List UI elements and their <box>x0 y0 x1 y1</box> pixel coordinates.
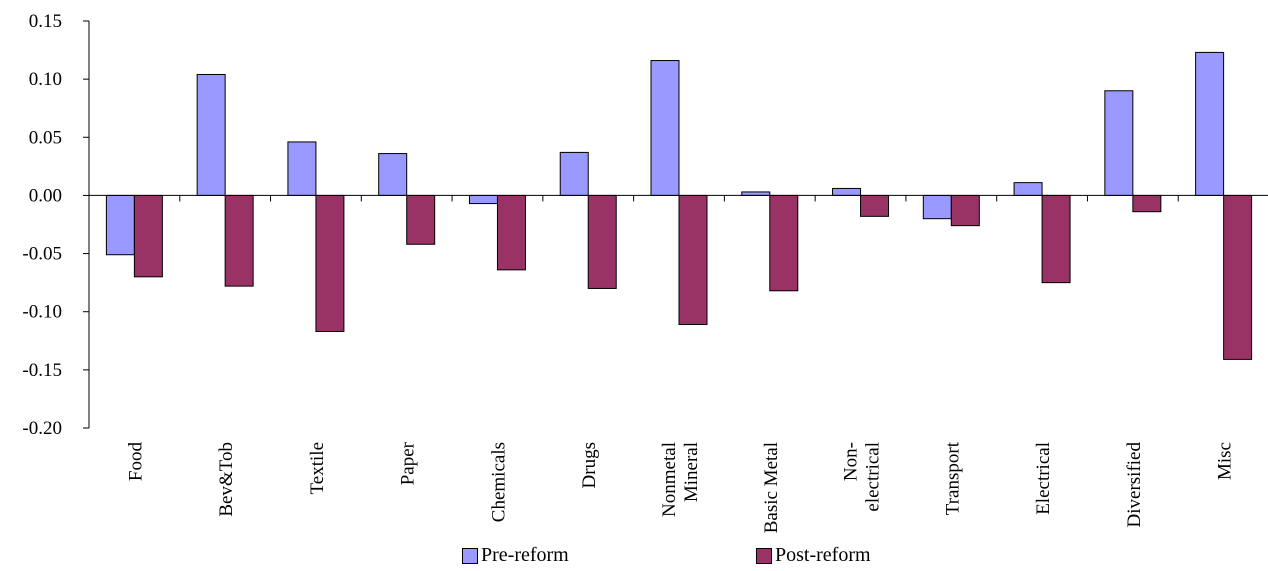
category-label: Bev&Tob <box>216 442 237 517</box>
legend: Pre-reform Post-reform <box>0 544 1268 571</box>
category-label-line: Chemicals <box>488 442 509 522</box>
category-label: Chemicals <box>488 442 509 522</box>
bar-pre-reform <box>196 73 226 196</box>
y-tick-label: -0.05 <box>22 244 62 265</box>
category-label-line: electrical <box>863 442 884 512</box>
bar-post-reform <box>1223 194 1253 360</box>
y-axis: 0.15 0.10 0.05 0.00 -0.05 -0.10 -0.15 -0.20 <box>22 11 90 439</box>
bar-post-reform <box>769 194 799 292</box>
bar-pre-reform <box>650 60 680 196</box>
category-label: Paper <box>398 441 419 485</box>
bar-post-reform <box>315 194 345 332</box>
bar-post-reform <box>1041 194 1071 284</box>
bar-post-reform <box>860 194 890 217</box>
legend-label-pre-reform: Pre-reform <box>481 544 569 566</box>
legend-label-post-reform: Post-reform <box>775 544 871 566</box>
legend-swatch-pre-reform <box>462 547 478 564</box>
bar-pre-reform <box>922 194 952 220</box>
bar-post-reform <box>406 194 436 245</box>
bar-post-reform <box>950 194 980 227</box>
y-tick-label: 0.05 <box>29 127 62 148</box>
y-tick-label: -0.20 <box>22 418 62 439</box>
bar-pre-reform <box>1195 51 1225 196</box>
category-label-line: Transport <box>942 441 963 515</box>
bar-pre-reform <box>1104 90 1134 196</box>
category-label: Non-electrical <box>841 442 884 512</box>
y-tick-label: -0.10 <box>22 302 62 323</box>
y-tick-label: -0.15 <box>22 360 62 381</box>
category-label: Basic Metal <box>761 442 782 533</box>
bars <box>105 51 1253 360</box>
category-label-line: Mineral <box>681 442 702 502</box>
x-axis <box>88 194 1268 202</box>
category-label: Electrical <box>1033 442 1054 515</box>
bar-pre-reform <box>741 191 771 196</box>
category-label-line: Food <box>125 442 146 482</box>
legend-item-pre-reform: Pre-reform <box>462 544 569 567</box>
bar-pre-reform <box>1013 182 1043 196</box>
category-labels: Food Bev&Tob Textile Paper Chemicals Drugs Non… <box>125 441 1235 533</box>
bar-pre-reform <box>287 141 317 196</box>
category-label: Textile <box>307 442 328 494</box>
category-label-line: Basic Metal <box>761 442 782 533</box>
bar-pre-reform <box>105 194 135 256</box>
bar-post-reform <box>496 194 526 271</box>
category-label: Transport <box>942 441 963 515</box>
bar-post-reform <box>678 194 708 326</box>
category-label-line: Diversified <box>1124 442 1145 528</box>
y-tick-label: 0.10 <box>29 69 62 90</box>
y-tick-label: 0.00 <box>29 185 62 206</box>
category-label: Nonmetal Mineral <box>659 442 702 517</box>
bar-pre-reform <box>468 194 498 205</box>
legend-item-post-reform: Post-reform <box>756 544 871 567</box>
category-label: Misc <box>1215 442 1236 480</box>
bar-post-reform <box>587 194 617 289</box>
bar-post-reform <box>133 194 163 278</box>
category-label-line: Misc <box>1215 442 1236 480</box>
category-label: Drugs <box>579 442 600 488</box>
bar-post-reform <box>224 194 254 287</box>
category-label: Food <box>125 442 146 482</box>
bar-post-reform <box>1132 194 1162 213</box>
category-label: Diversified <box>1124 442 1145 528</box>
category-label-line: Paper <box>398 441 419 485</box>
y-tick-label: 0.15 <box>29 11 62 32</box>
category-label-line: Textile <box>307 442 328 494</box>
bar-pre-reform <box>378 153 408 196</box>
bar-pre-reform <box>832 187 862 196</box>
category-label-line: Nonmetal <box>659 442 680 517</box>
category-label-line: Electrical <box>1033 442 1054 515</box>
bar-chart: 0.15 0.10 0.05 0.00 -0.05 -0.10 -0.15 -0.20 Foo… <box>22 11 1268 533</box>
bar-pre-reform <box>559 151 589 196</box>
category-label-line: Bev&Tob <box>216 442 237 517</box>
category-label-line: Non- <box>841 442 862 481</box>
legend-swatch-post-reform <box>756 547 772 564</box>
category-label-line: Drugs <box>579 442 600 488</box>
